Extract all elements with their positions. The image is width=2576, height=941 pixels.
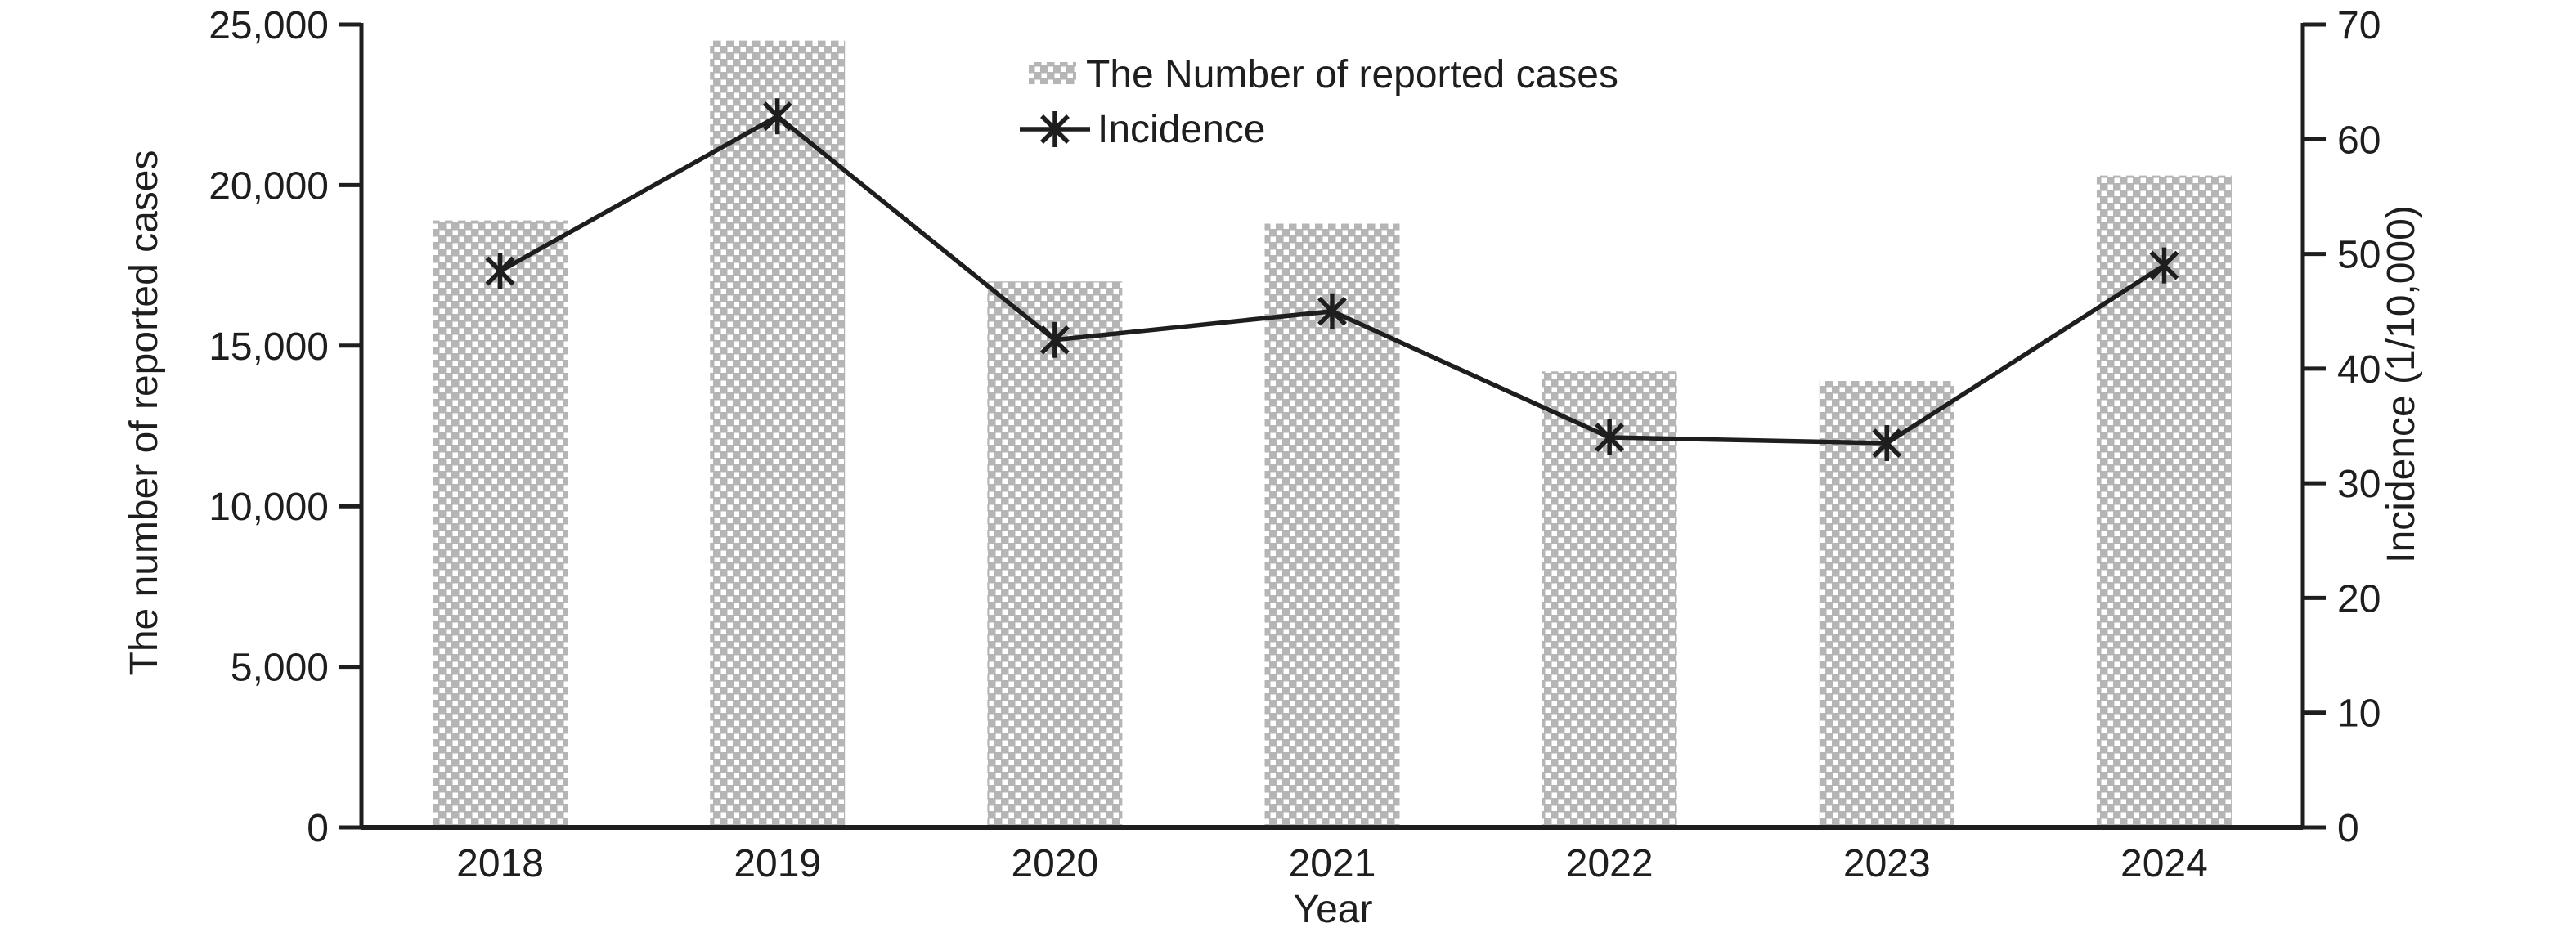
left-axis-tick-label: 5,000	[231, 647, 329, 690]
x-tick-label-2022: 2022	[1566, 842, 1654, 885]
incidence-marker-2018	[485, 253, 515, 289]
bar-2020	[987, 281, 1123, 827]
bar-2018	[433, 220, 568, 827]
x-tick-label-2023: 2023	[1843, 842, 1931, 885]
legend-line-label: Incidence	[1097, 108, 1265, 151]
incidence-marker-2019	[762, 98, 792, 135]
left-axis-tick-label: 15,000	[209, 325, 329, 369]
x-tick-label-2020: 2020	[1011, 842, 1098, 885]
right-axis-tick-label: 70	[2337, 4, 2381, 47]
incidence-marker-2020	[1039, 321, 1070, 358]
right-axis-title: Incidence (1/10,000)	[2380, 205, 2423, 563]
legend: The Number of reported cases Incidence	[1020, 53, 1618, 151]
incidence-marker-2024	[2149, 247, 2179, 284]
legend-line-marker	[1040, 111, 1070, 147]
incidence-marker-2022	[1595, 419, 1625, 456]
right-axis-tick-label: 60	[2337, 119, 2381, 162]
right-axis-tick-label: 20	[2337, 577, 2381, 621]
left-axis-tick-label: 0	[307, 807, 329, 850]
bar-2024	[2096, 175, 2232, 828]
axes: 0 5,000 10,000 15,000 20,000 25,000 0 10 20 30 40 5…	[209, 4, 2381, 850]
left-axis-tick-label: 20,000	[209, 164, 329, 208]
right-axis-tick-label: 40	[2337, 348, 2381, 392]
left-axis-tick-label: 25,000	[209, 4, 329, 47]
x-axis-title: Year	[1294, 888, 1373, 931]
legend-line-swatch	[1020, 111, 1090, 147]
x-tick-label-2018: 2018	[456, 842, 544, 885]
bar-2019	[710, 40, 846, 827]
x-tick-label-2019: 2019	[734, 842, 821, 885]
right-axis-tick-label: 0	[2337, 807, 2359, 850]
incidence-marker-2021	[1317, 293, 1347, 329]
legend-bar-swatch	[1029, 62, 1076, 84]
left-axis-tick-label: 10,000	[209, 486, 329, 529]
right-axis-tick-label: 50	[2337, 234, 2381, 277]
right-axis-tick-label: 30	[2337, 463, 2381, 506]
right-axis-tick-label: 10	[2337, 692, 2381, 736]
line-series	[485, 98, 2179, 462]
x-tick-label-2024: 2024	[2120, 842, 2208, 885]
x-tick-label-2021: 2021	[1289, 842, 1376, 885]
x-category-labels: 2018 2019 2020 2021 2022 2023 2024	[456, 842, 2208, 885]
left-axis-title: The number of reported cases	[123, 150, 166, 675]
legend-bar-label: The Number of reported cases	[1086, 53, 1618, 96]
incidence-marker-2023	[1872, 425, 1902, 462]
